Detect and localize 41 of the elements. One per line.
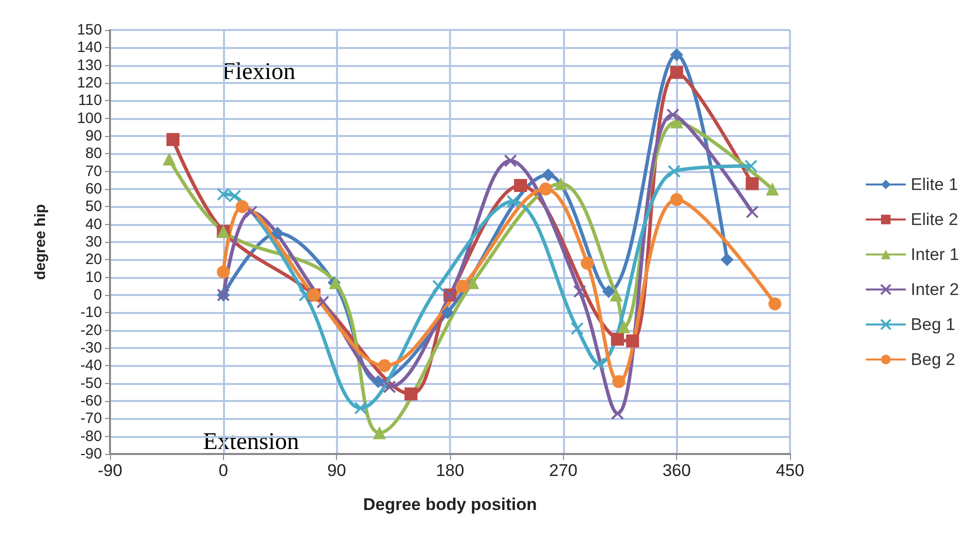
- legend-label: Inter 2: [910, 280, 960, 299]
- y-tick-label: -50: [80, 374, 102, 392]
- y-tick-label: 130: [76, 56, 102, 74]
- y-tick-label: 20: [85, 251, 102, 268]
- y-tick-label: 10: [85, 268, 102, 286]
- y-tick-label: 30: [85, 234, 102, 250]
- y-tick-label: 110: [78, 92, 102, 110]
- x-axis-title: Degree body position: [363, 495, 537, 514]
- x-tick-label: -90: [98, 461, 122, 480]
- y-tick-label: 50: [85, 198, 102, 216]
- y-tick-label: -90: [80, 446, 102, 462]
- x-tick-label: 360: [662, 461, 691, 480]
- annotation: Extension: [203, 429, 299, 455]
- legend-label: Beg 1: [910, 315, 956, 334]
- x-tick-label: 450: [776, 461, 804, 480]
- x-tick-label: 90: [327, 461, 346, 480]
- y-tick-label: -20: [80, 322, 102, 339]
- y-tick-label: 60: [85, 180, 102, 198]
- y-tick-label: 90: [85, 128, 102, 144]
- x-tick-label: 180: [436, 461, 464, 480]
- y-tick-label: -70: [80, 410, 102, 428]
- y-tick-label: -40: [80, 357, 102, 374]
- x-tick-label: 270: [549, 461, 578, 480]
- x-tick-label: 0: [218, 461, 228, 480]
- y-tick-label: -10: [80, 304, 102, 322]
- y-tick-label: 70: [85, 162, 102, 180]
- legend-label: Elite 2: [910, 210, 958, 229]
- y-tick-label: 40: [85, 216, 102, 233]
- y-tick-label: 140: [76, 39, 102, 56]
- y-tick-label: -30: [80, 340, 102, 356]
- y-tick-label: 0: [94, 286, 102, 304]
- y-tick-label: 120: [76, 74, 102, 92]
- y-tick-label: -60: [80, 392, 102, 410]
- y-axis-title: degree hip: [32, 204, 49, 280]
- y-tick-label: 100: [76, 110, 102, 127]
- legend-label: Inter 1: [910, 245, 960, 264]
- legend-label: Elite 1: [910, 175, 958, 194]
- y-tick-label: 150: [76, 22, 102, 38]
- legend-label: Beg 2: [910, 350, 956, 369]
- y-tick-label: -80: [80, 428, 102, 445]
- y-tick-label: 80: [85, 145, 102, 162]
